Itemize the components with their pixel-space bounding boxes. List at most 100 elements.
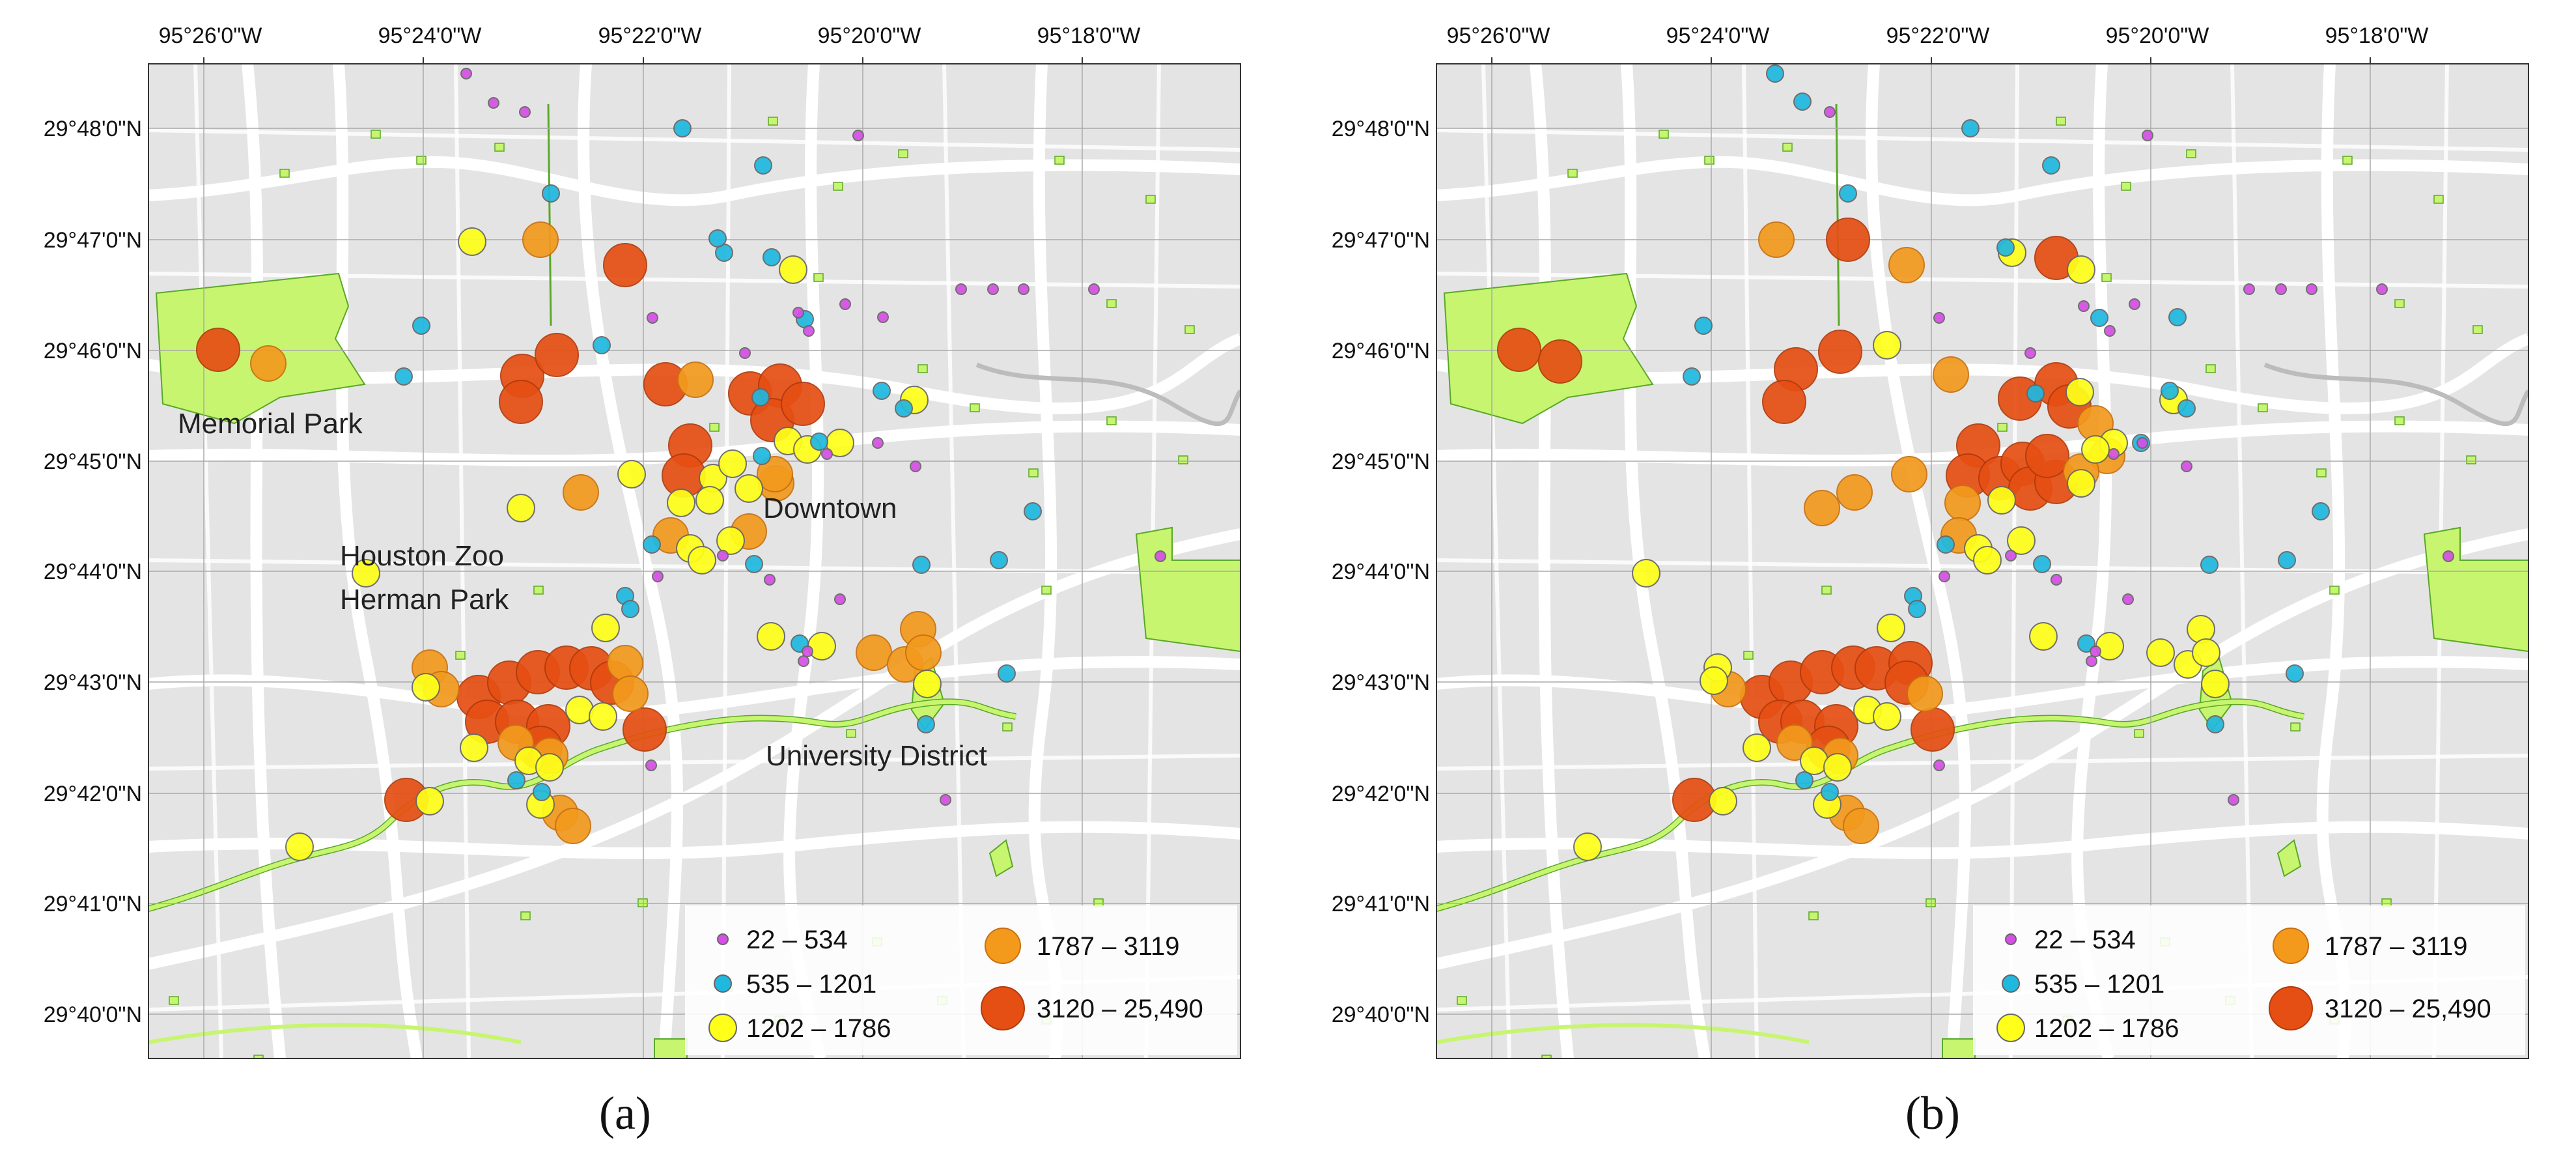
sample-point: [2033, 555, 2051, 573]
lat-tick-label: 29°45'0"N: [44, 449, 142, 474]
sample-point: [499, 380, 543, 424]
sample-point: [753, 447, 771, 465]
sample-point: [589, 702, 617, 731]
sample-point: [2286, 664, 2304, 683]
small-park: [709, 423, 720, 432]
small-park: [970, 403, 980, 412]
sample-point: [2443, 550, 2454, 562]
sample-point: [412, 673, 440, 702]
sample-point: [623, 707, 667, 752]
sample-point: [412, 317, 430, 335]
legend-symbol: [985, 928, 1021, 964]
sample-point: [395, 367, 413, 386]
small-park: [1541, 1055, 1552, 1058]
lat-tick-label: 29°43'0"N: [1332, 670, 1430, 695]
map-frame: [148, 63, 1241, 1059]
small-park: [416, 156, 427, 165]
lon-tick-label: 95°18'0"W: [2325, 23, 2429, 48]
small-park: [1457, 996, 1467, 1005]
greenway: [547, 104, 552, 326]
sample-point: [802, 646, 813, 657]
sample-point: [751, 388, 770, 406]
small-park: [1997, 423, 2008, 432]
minor-road: [1436, 754, 2528, 771]
legend-label: 1202 – 1786: [746, 1014, 891, 1043]
major-road: [148, 156, 1240, 206]
legend: 22 – 534 535 – 1201 1202 – 1786 1787 – 3119…: [685, 905, 1237, 1055]
major-road: [1621, 64, 1711, 1058]
sample-point: [839, 298, 851, 310]
sample-point: [1911, 707, 1955, 752]
sample-point: [834, 593, 846, 605]
small-park: [169, 996, 179, 1005]
major-road: [1436, 156, 2528, 206]
sample-point: [757, 456, 793, 492]
small-park: [2121, 182, 2131, 191]
sample-point: [792, 307, 804, 319]
park: [2276, 839, 2302, 877]
small-park: [2290, 722, 2301, 731]
sample-point: [488, 97, 499, 109]
small-park: [2101, 273, 2112, 282]
small-park: [1821, 586, 1832, 595]
lon-tick-label: 95°20'0"W: [2106, 23, 2209, 48]
sample-point: [1937, 535, 1955, 554]
sample-point: [2376, 283, 2388, 295]
sample-point: [2129, 298, 2140, 310]
sample-point: [2025, 434, 2069, 478]
small-park: [813, 273, 824, 282]
sample-point: [745, 555, 763, 573]
small-park: [371, 130, 381, 139]
sample-point: [2228, 794, 2239, 806]
small-park: [1184, 325, 1195, 334]
map-frame: [1436, 63, 2529, 1059]
sample-point: [2090, 309, 2108, 327]
bayou: [148, 699, 1016, 911]
small-park: [917, 364, 928, 373]
sample-point: [1088, 283, 1100, 295]
sample-point: [352, 559, 380, 588]
small-park: [520, 911, 531, 920]
place-label: Memorial Park: [178, 408, 363, 440]
lat-tick-label: 29°48'0"N: [44, 117, 142, 141]
sample-point: [856, 634, 892, 671]
legend-symbol: [2269, 986, 2313, 1030]
lat-tick-label: 29°43'0"N: [44, 670, 142, 695]
legend-symbol: [2002, 974, 2020, 993]
sample-point: [1824, 106, 1836, 118]
sample-point: [542, 184, 560, 203]
bayou-west: [1436, 1023, 1810, 1044]
park: [654, 1038, 688, 1058]
small-park: [1704, 156, 1715, 165]
sample-point: [1961, 119, 1980, 137]
sample-point: [285, 832, 314, 861]
sample-point: [507, 494, 535, 522]
sample-point: [612, 675, 649, 712]
sample-point: [2192, 638, 2220, 667]
lon-tick-label: 95°22'0"W: [1886, 23, 1990, 48]
sample-point: [2051, 574, 2062, 586]
lat-tick-label: 29°47'0"N: [1332, 228, 1430, 253]
minor-road: [2009, 64, 2019, 1058]
sample-point: [1758, 221, 1795, 258]
sample-point: [603, 243, 647, 287]
sample-point: [507, 771, 525, 789]
sample-point: [2029, 622, 2058, 651]
lat-tick-label: 29°41'0"N: [1332, 892, 1430, 916]
sample-point: [1632, 559, 1660, 588]
sample-point: [955, 283, 967, 295]
minor-road: [1742, 64, 1759, 1058]
lat-tick-label: 29°45'0"N: [1332, 449, 1430, 474]
sample-point: [1155, 550, 1166, 562]
place-label: Houston Zoo: [340, 540, 504, 572]
legend-symbol: [1996, 1014, 2025, 1042]
sample-point: [2122, 593, 2134, 605]
lat-tick-label: 29°48'0"N: [1332, 117, 1430, 141]
small-park: [1002, 722, 1013, 731]
sample-point: [695, 486, 724, 515]
sample-point: [1709, 787, 1737, 816]
sample-point: [643, 535, 661, 554]
sample-point: [895, 399, 913, 418]
small-park: [2258, 403, 2268, 412]
minor-road: [721, 64, 731, 1058]
